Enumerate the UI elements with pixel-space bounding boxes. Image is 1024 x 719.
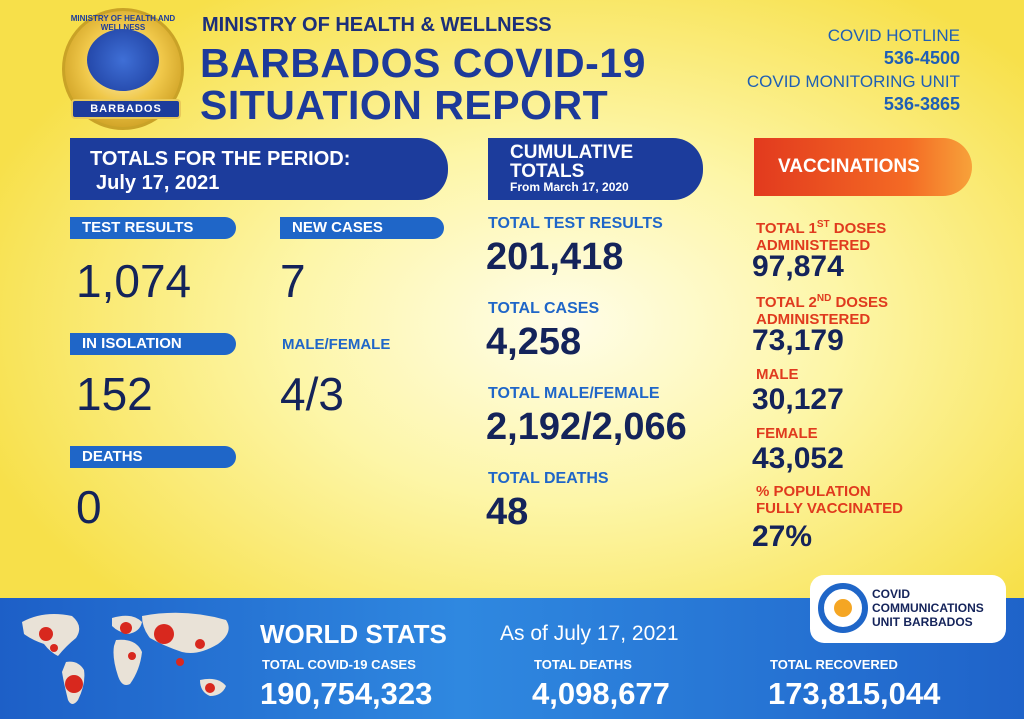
male-vaccinated-value: 30,127 (752, 383, 844, 416)
covid-communications-unit-logo: COVID COMMUNICATIONS UNIT BARBADOS (810, 575, 1006, 643)
test-results-value: 1,074 (76, 255, 192, 307)
second-doses-label: TOTAL 2ND DOSES ADMINISTERED (756, 293, 888, 328)
period-banner: TOTALS FOR THE PERIOD: July 17, 2021 (70, 138, 448, 200)
test-results-label: TEST RESULTS (70, 217, 236, 239)
pct-fully-vaccinated-value: 27% (752, 520, 813, 553)
hands-emblem-icon (87, 29, 159, 91)
new-cases-label: NEW CASES (280, 217, 444, 239)
total-cases-value: 4,258 (486, 321, 582, 363)
world-deaths-value: 4,098,677 (532, 676, 670, 711)
new-cases-value: 7 (280, 255, 306, 307)
first-doses-label: TOTAL 1ST DOSES ADMINISTERED (756, 219, 887, 254)
report-title-line2: SITUATION REPORT (200, 82, 609, 128)
seal-banner: BARBADOS (71, 99, 181, 119)
report-title-line1: BARBADOS COVID-19 (200, 40, 646, 86)
cumulative-banner: CUMULATIVE TOTALS From March 17, 2020 (488, 138, 703, 200)
total-cases-label: TOTAL CASES (488, 300, 600, 317)
cumulative-banner-since: From March 17, 2020 (510, 180, 629, 194)
total-male-female-label: TOTAL MALE/FEMALE (488, 385, 660, 402)
vaccinations-banner: VACCINATIONS (754, 138, 972, 196)
world-map-icon (22, 612, 229, 704)
total-deaths-label: TOTAL DEATHS (488, 470, 609, 487)
world-recovered-label: TOTAL RECOVERED (770, 657, 898, 672)
first-doses-value: 97,874 (752, 250, 844, 283)
world-cases-label: TOTAL COVID-19 CASES (262, 657, 416, 672)
period-banner-date: July 17, 2021 (96, 172, 220, 194)
world-recovered-value: 173,815,044 (768, 676, 941, 711)
monitoring-unit-label: COVID MONITORING UNIT (746, 72, 960, 91)
male-vaccinated-label: MALE (756, 366, 799, 383)
hotline-label: COVID HOTLINE (827, 26, 960, 45)
deaths-label: DEATHS (70, 446, 236, 468)
hotline-number: 536-4500 (883, 48, 960, 68)
in-isolation-value: 152 (76, 368, 153, 420)
seal-ring-text: MINISTRY OF HEALTH AND WELLNESS (70, 14, 176, 32)
period-banner-title: TOTALS FOR THE PERIOD: (90, 148, 351, 170)
world-stats-title: WORLD STATS (260, 619, 447, 649)
virus-icon (818, 583, 868, 633)
female-vaccinated-value: 43,052 (752, 442, 844, 475)
in-isolation-label: IN ISOLATION (70, 333, 236, 355)
world-stats-date: As of July 17, 2021 (500, 622, 679, 645)
male-female-label: MALE/FEMALE (282, 336, 391, 353)
world-cases-value: 190,754,323 (260, 676, 433, 711)
cumulative-banner-line1: CUMULATIVE (510, 142, 634, 163)
ministry-seal-logo: MINISTRY OF HEALTH AND WELLNESS BARBADOS (62, 8, 184, 130)
cumulative-banner-line2: TOTALS (510, 161, 585, 182)
total-tests-label: TOTAL TEST RESULTS (488, 215, 663, 232)
ccu-line3: UNIT BARBADOS (872, 615, 973, 629)
monitoring-unit-number: 536-3865 (883, 94, 960, 114)
total-tests-value: 201,418 (486, 236, 624, 278)
male-female-value: 4/3 (280, 368, 344, 420)
deaths-value: 0 (76, 481, 102, 533)
ministry-name: MINISTRY OF HEALTH & WELLNESS (202, 14, 552, 36)
total-deaths-value: 48 (486, 491, 529, 533)
total-male-female-value: 2,192/2,066 (486, 406, 687, 448)
ccu-line2: COMMUNICATIONS (872, 601, 984, 615)
second-doses-value: 73,179 (752, 324, 844, 357)
world-deaths-label: TOTAL DEATHS (534, 657, 632, 672)
ccu-line1: COVID (872, 587, 911, 601)
female-vaccinated-label: FEMALE (756, 425, 818, 442)
pct-fully-vaccinated-label: % POPULATION FULLY VACCINATED (756, 483, 903, 517)
